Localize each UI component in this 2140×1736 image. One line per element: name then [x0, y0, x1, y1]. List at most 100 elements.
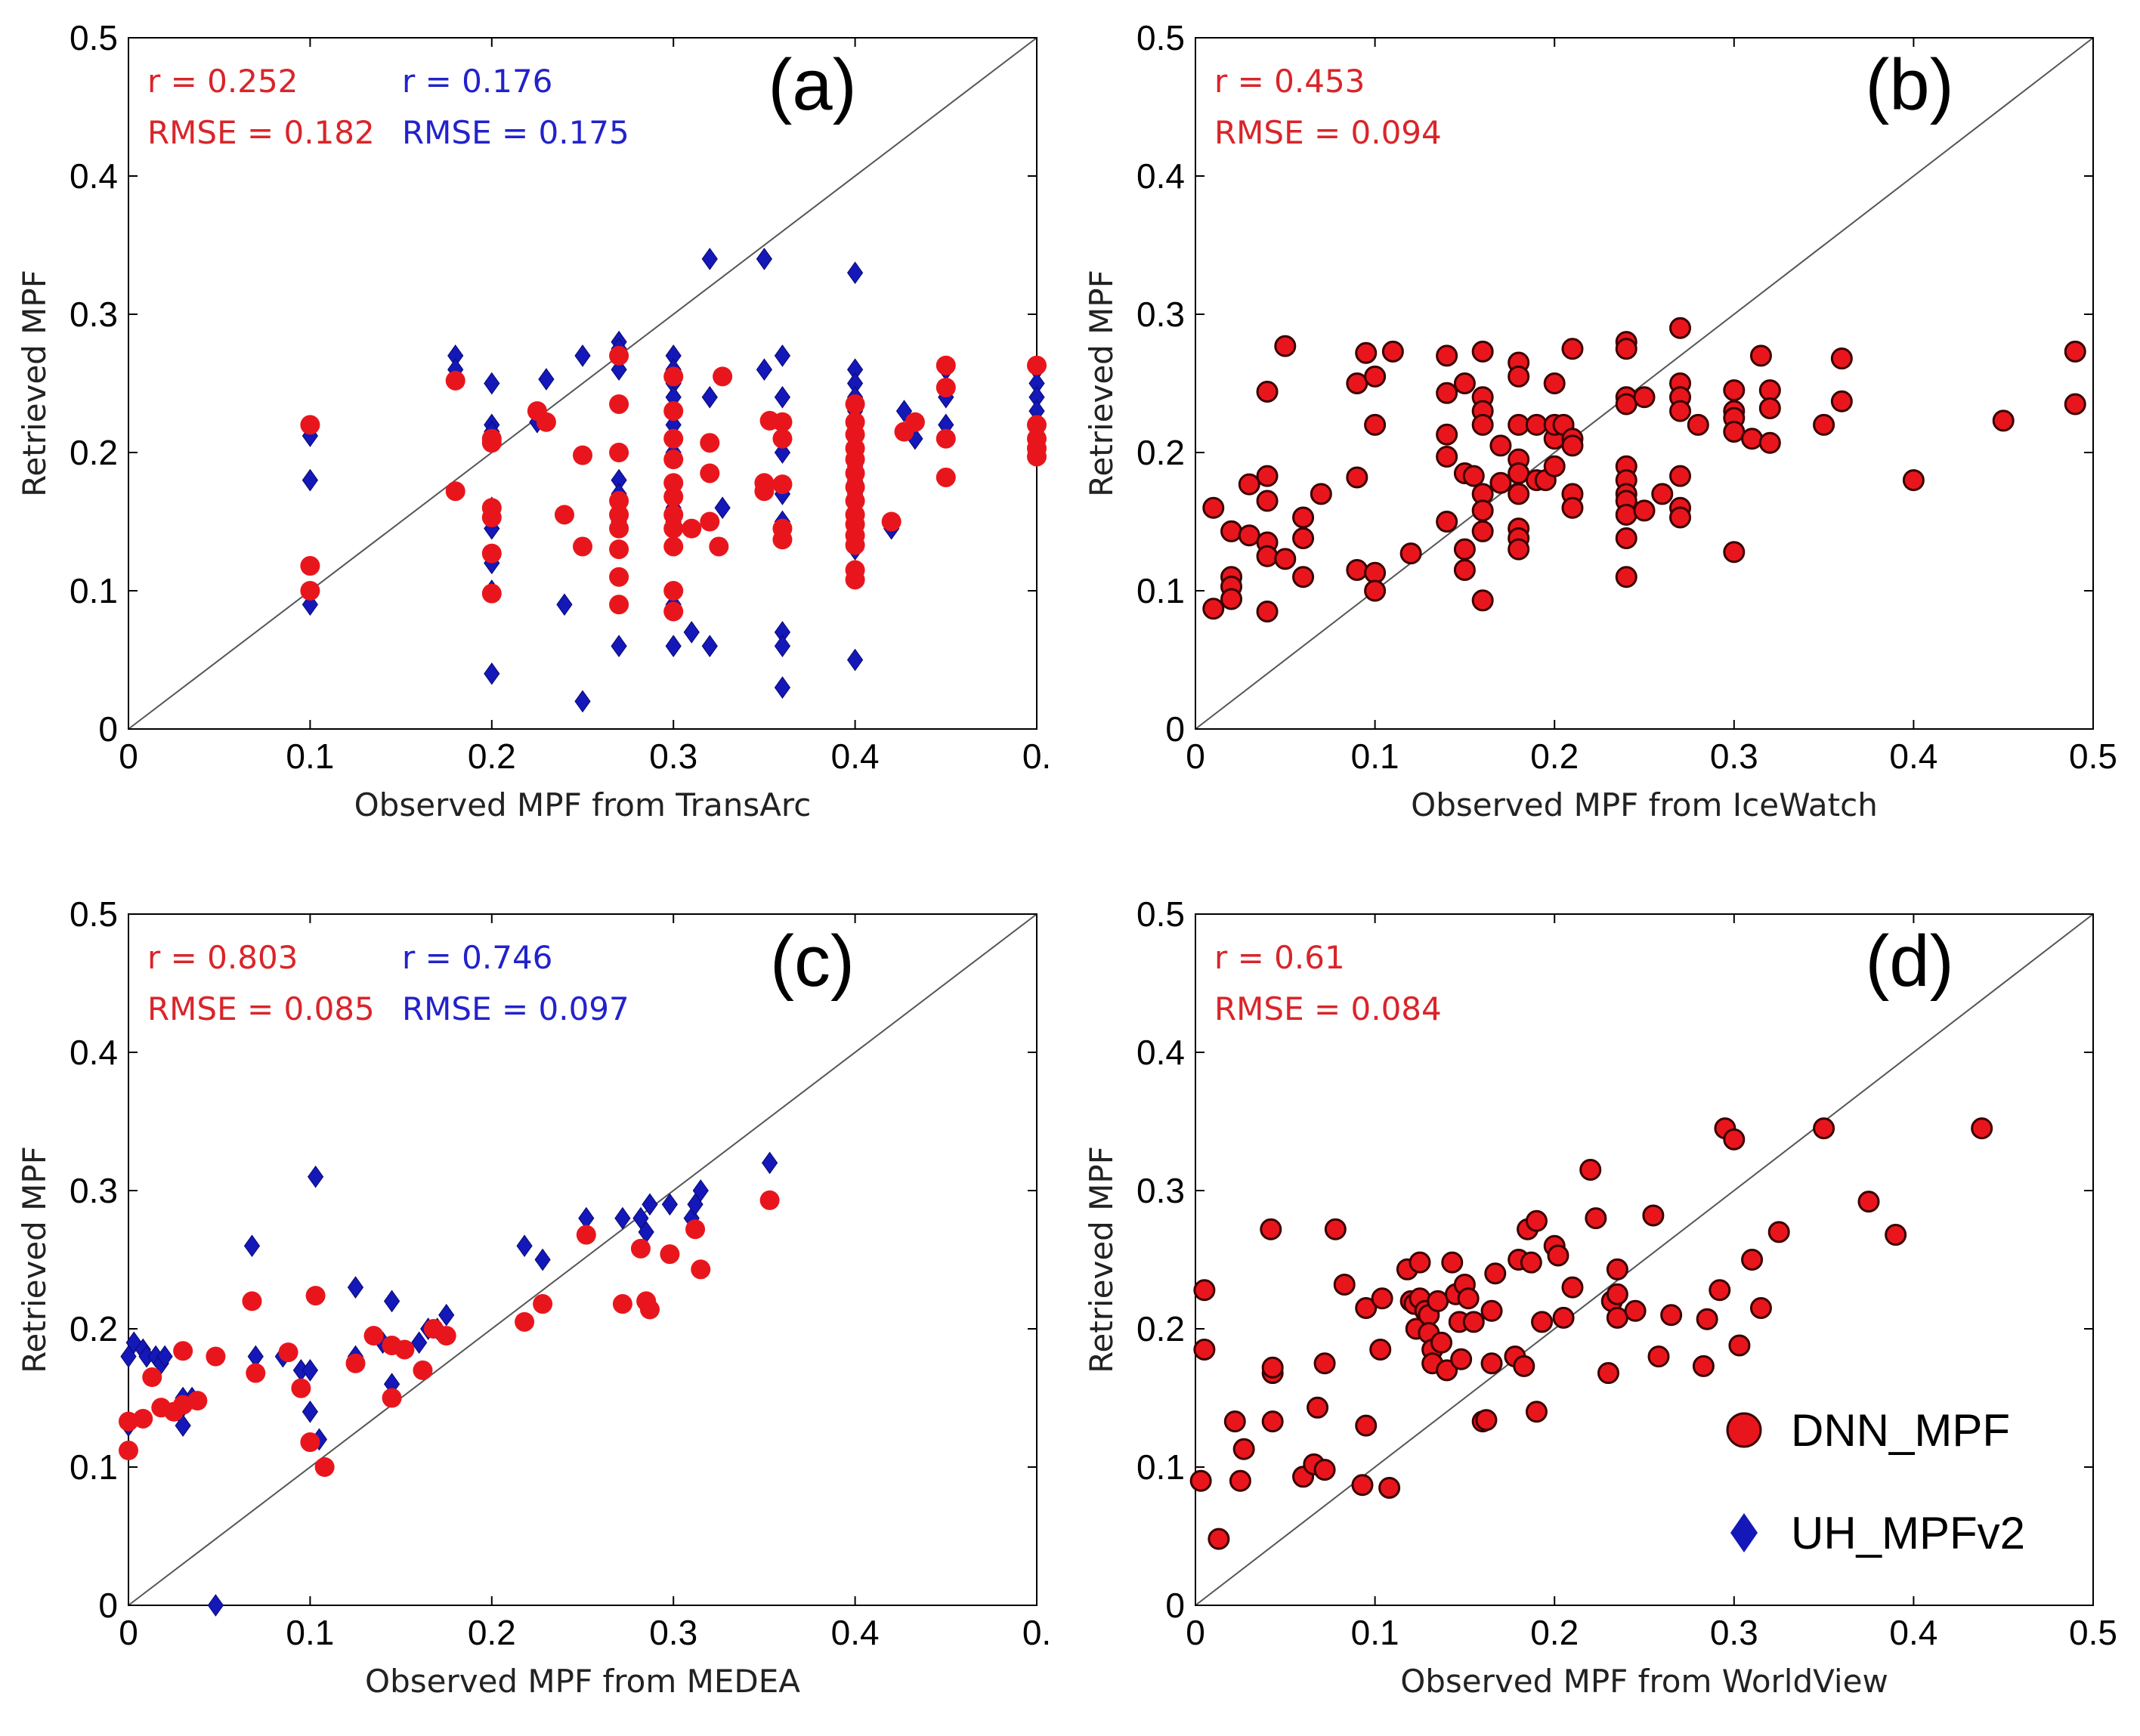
dnn-point-c-29 — [630, 1238, 651, 1259]
dnn-point-c-35 — [759, 1190, 780, 1210]
dnn-point-d-70 — [1642, 1204, 1665, 1227]
dnn-point-a-0 — [300, 415, 320, 435]
dnn-point-d-6 — [1232, 1438, 1255, 1460]
dnn-point-d-4 — [1223, 1410, 1246, 1433]
dnn-point-c-0 — [119, 1411, 138, 1432]
dnn-point-c-17 — [345, 1353, 366, 1373]
x-tick-label-a-2: 0.2 — [468, 737, 516, 776]
dnn-point-b-29 — [1399, 542, 1422, 565]
dnn-point-a-3 — [445, 370, 465, 391]
dnn-point-c-15 — [305, 1286, 326, 1306]
y-tick-label-b-1: 0.1 — [1136, 571, 1185, 610]
dnn-point-b-58 — [1508, 538, 1530, 561]
dnn-point-c-20 — [382, 1388, 402, 1408]
uh-point-c-12 — [207, 1594, 224, 1617]
dnn-point-b-45 — [1471, 499, 1494, 522]
dnn-point-b-106 — [1830, 390, 1853, 412]
uh-rmse-stat-a: RMSE = 0.175 — [402, 114, 629, 151]
uh-point-a-43 — [774, 385, 791, 409]
y-tick-label-c-2: 0.2 — [70, 1309, 118, 1348]
dnn-point-d-44 — [1462, 1311, 1485, 1333]
dnn-point-c-27 — [576, 1225, 596, 1245]
data-marks-a — [300, 247, 1047, 713]
y-axis-label-d: Retrieved MPF — [1083, 1146, 1120, 1373]
dnn-point-b-97 — [1723, 421, 1746, 443]
uh-point-a-42 — [774, 344, 791, 367]
uh-point-c-26 — [411, 1331, 428, 1355]
dnn-point-a-55 — [845, 463, 865, 483]
dnn-point-a-24 — [609, 595, 629, 615]
one-to-one-line-d — [1195, 913, 2094, 1606]
axis-ticks-d: 0 0.1 0.2 0.3 0.4 0.5 0 0.1 0.2 0.3 0.4 0.5 — [1136, 894, 2117, 1652]
dnn-point-b-35 — [1453, 372, 1476, 394]
dnn-point-a-1 — [300, 556, 320, 576]
y-axis-label-b: Retrieved MPF — [1083, 270, 1120, 497]
dnn-point-b-33 — [1436, 445, 1458, 468]
dnn-point-b-30 — [1436, 344, 1458, 367]
dnn-point-b-98 — [1723, 541, 1746, 564]
dnn-point-b-104 — [1813, 413, 1835, 436]
dnn-point-a-47 — [772, 474, 793, 495]
x-tick-label-b-4: 0.4 — [1889, 737, 1937, 776]
dnn-point-d-48 — [1480, 1352, 1503, 1375]
dnn-point-a-52 — [845, 425, 865, 445]
y-tick-label-a-0: 0 — [98, 709, 118, 749]
dnn-point-d-84 — [1885, 1224, 1907, 1246]
dnn-point-b-12 — [1256, 600, 1279, 622]
uh-point-a-37 — [701, 385, 718, 409]
x-tick-label-c-1: 0.1 — [286, 1613, 334, 1652]
dnn-point-d-66 — [1606, 1258, 1628, 1280]
dnn-point-a-54 — [845, 449, 865, 470]
dnn-point-d-46 — [1475, 1409, 1498, 1432]
dnn-point-b-32 — [1436, 423, 1458, 446]
y-tick-label-a-1: 0.1 — [70, 571, 118, 610]
dnn-point-b-109 — [2064, 340, 2086, 363]
dnn-point-d-21 — [1369, 1338, 1392, 1361]
dnn-point-b-85 — [1651, 483, 1674, 505]
dnn-point-d-22 — [1371, 1287, 1393, 1310]
dnn-point-d-5 — [1229, 1469, 1251, 1492]
dnn-point-b-25 — [1364, 413, 1387, 436]
dnn-point-a-45 — [772, 412, 793, 432]
uh-point-a-16 — [574, 344, 591, 367]
dnn-point-c-22 — [413, 1360, 433, 1380]
dnn-point-d-61 — [1561, 1276, 1584, 1299]
y-tick-label-d-2: 0.2 — [1136, 1309, 1185, 1348]
y-tick-label-d-4: 0.4 — [1136, 1033, 1185, 1072]
x-tick-label-b-5: 0.5 — [2069, 737, 2117, 776]
dnn-point-d-36 — [1430, 1331, 1453, 1354]
dnn-rmse-stat-b: RMSE = 0.094 — [1214, 114, 1442, 151]
dnn-point-d-41 — [1450, 1348, 1473, 1370]
dnn-point-d-67 — [1606, 1283, 1628, 1305]
dnn-point-b-13 — [1256, 380, 1279, 403]
dnn-point-d-83 — [1857, 1191, 1880, 1213]
dnn-point-d-55 — [1525, 1209, 1548, 1232]
dnn-point-b-67 — [1561, 338, 1584, 360]
dnn-point-d-13 — [1307, 1396, 1329, 1419]
dnn-point-d-68 — [1606, 1306, 1628, 1329]
dnn-point-b-86 — [1669, 317, 1692, 339]
dnn-point-b-6 — [1238, 473, 1260, 496]
dnn-point-b-10 — [1256, 545, 1279, 567]
y-tick-label-c-1: 0.1 — [70, 1447, 118, 1487]
uh-point-a-41 — [756, 358, 773, 381]
dnn-point-a-6 — [481, 433, 502, 453]
dnn-point-a-31 — [663, 505, 684, 525]
x-tick-label-a-3: 0.3 — [649, 737, 697, 776]
dnn-point-b-15 — [1274, 548, 1297, 570]
dnn-point-c-25 — [515, 1311, 535, 1332]
dnn-point-c-31 — [639, 1299, 660, 1320]
dnn-point-b-31 — [1436, 381, 1458, 404]
x-tick-label-d-4: 0.4 — [1889, 1613, 1937, 1652]
dnn-point-a-2 — [300, 581, 320, 601]
dnn-point-d-72 — [1660, 1304, 1683, 1327]
dnn-point-a-19 — [609, 491, 629, 511]
dnn-point-d-19 — [1355, 1297, 1378, 1320]
y-axis-label-c: Retrieved MPF — [16, 1146, 53, 1373]
dnn-point-b-7 — [1238, 524, 1260, 547]
dnn-point-d-10 — [1261, 1410, 1284, 1433]
dnn-point-b-59 — [1525, 413, 1548, 436]
y-tick-label-d-5: 0.5 — [1136, 894, 1185, 934]
uh-point-a-50 — [846, 261, 864, 284]
uh-point-a-35 — [683, 621, 700, 644]
